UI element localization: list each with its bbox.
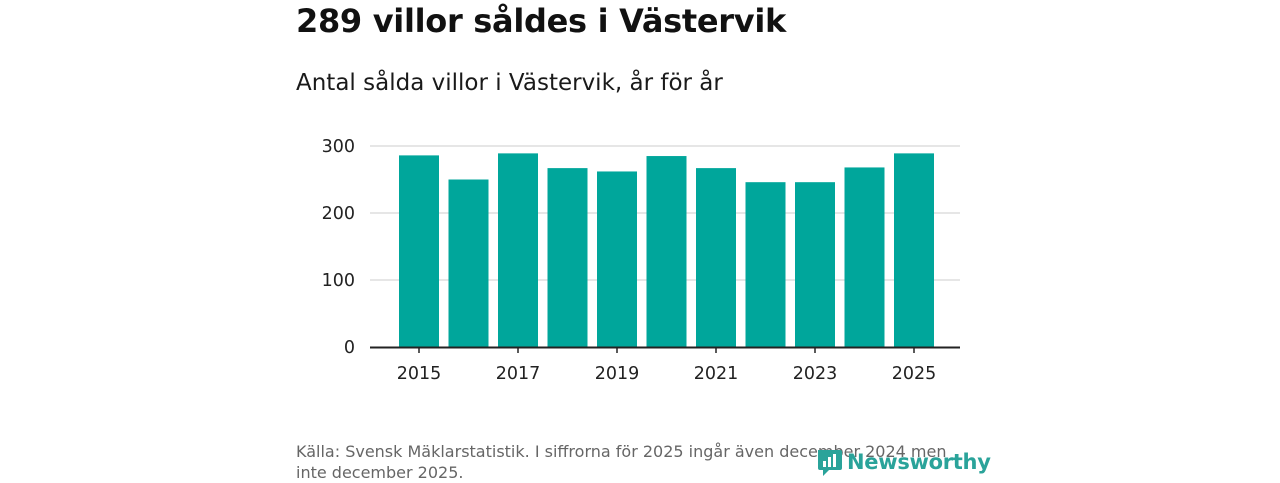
bar-2018 (547, 168, 588, 347)
y-tick-label: 100 (322, 271, 355, 291)
x-tick-label: 2015 (397, 364, 442, 384)
bar-2015 (399, 155, 439, 347)
x-tick-label: 2023 (793, 364, 838, 384)
bar-2021 (696, 168, 736, 347)
x-tick-label: 2025 (892, 364, 937, 384)
x-tick-label: 2017 (496, 364, 541, 384)
y-tick-label: 300 (322, 137, 355, 157)
bar-2019 (597, 171, 637, 347)
bar-2016 (448, 179, 489, 347)
bar-2023 (795, 182, 835, 347)
bar-2017 (498, 153, 538, 347)
bar-2022 (745, 182, 786, 347)
chart-subtitle: Antal sålda villor i Västervik, år för å… (296, 70, 723, 96)
bar-2024 (844, 167, 885, 347)
source-note: Källa: Svensk Mäklarstatistik. I siffror… (296, 442, 947, 482)
bar-2020 (646, 156, 687, 347)
y-tick-label: 200 (322, 204, 355, 224)
x-tick-label: 2019 (595, 364, 640, 384)
brand-name: Newsworthy (847, 450, 991, 474)
x-tick-label: 2021 (694, 364, 739, 384)
brand-logo: Newsworthy (815, 444, 991, 480)
chart-title: 289 villor såldes i Västervik (296, 2, 786, 40)
bar-2025 (894, 153, 934, 347)
newsworthy-logo-icon (818, 450, 842, 476)
y-tick-label: 0 (344, 338, 355, 358)
